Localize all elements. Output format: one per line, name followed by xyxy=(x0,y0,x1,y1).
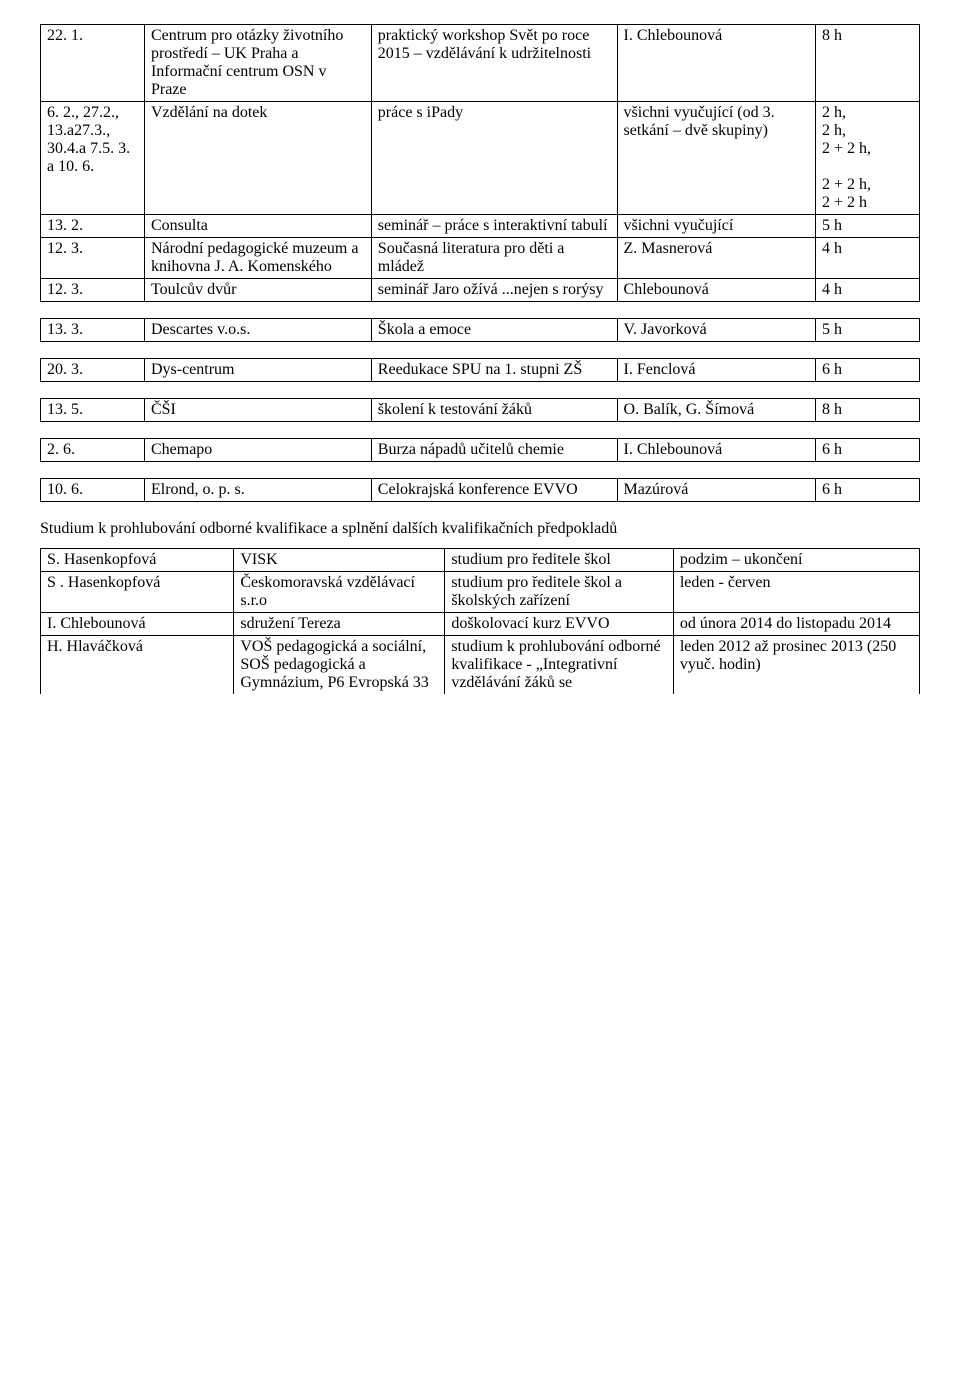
table-cell: Národní pedagogické muzeum a knihovna J.… xyxy=(144,238,371,279)
table-cell: V. Javorková xyxy=(617,319,815,342)
table-cell: podzim – ukončení xyxy=(673,549,919,572)
table-cell: I. Chlebounová xyxy=(617,439,815,462)
data-table: 13. 3.Descartes v.o.s.Škola a emoceV. Ja… xyxy=(40,318,920,342)
table-row: 13. 2.Consultaseminář – práce s interakt… xyxy=(41,215,920,238)
table-cell: Vzdělání na dotek xyxy=(144,102,371,215)
table-cell: I. Chlebounová xyxy=(41,613,234,636)
table-cell: H. Hlaváčková xyxy=(41,636,234,695)
table-cell: 13. 5. xyxy=(41,399,145,422)
data-table: 10. 6.Elrond, o. p. s.Celokrajská konfer… xyxy=(40,478,920,502)
table-cell: 13. 3. xyxy=(41,319,145,342)
table-cell: 8 h xyxy=(816,399,920,422)
table-cell: 10. 6. xyxy=(41,479,145,502)
table-row: I. Chlebounovásdružení Terezadoškolovací… xyxy=(41,613,920,636)
table-cell: 6. 2., 27.2., 13.a27.3., 30.4.a 7.5. 3. … xyxy=(41,102,145,215)
table-cell: Škola a emoce xyxy=(371,319,617,342)
table-cell: sdružení Tereza xyxy=(234,613,445,636)
data-table: 22. 1.Centrum pro otázky životního prost… xyxy=(40,24,920,302)
table-cell: Chemapo xyxy=(144,439,371,462)
table-cell: studium pro ředitele škol xyxy=(445,549,674,572)
table-cell: studium k prohlubování odborné kvalifika… xyxy=(445,636,674,695)
table-cell: Chlebounová xyxy=(617,279,815,302)
table-row: S. HasenkopfováVISKstudium pro ředitele … xyxy=(41,549,920,572)
table-cell: 6 h xyxy=(816,359,920,382)
table-cell: Celokrajská konference EVVO xyxy=(371,479,617,502)
table-cell: Burza nápadů učitelů chemie xyxy=(371,439,617,462)
table-cell: Současná literatura pro děti a mládež xyxy=(371,238,617,279)
table-cell: Reedukace SPU na 1. stupni ZŠ xyxy=(371,359,617,382)
table-cell: leden 2012 až prosinec 2013 (250 vyuč. h… xyxy=(673,636,919,695)
table-cell: všichni vyučující xyxy=(617,215,815,238)
table-cell: Elrond, o. p. s. xyxy=(144,479,371,502)
table-cell: všichni vyučující (od 3. setkání – dvě s… xyxy=(617,102,815,215)
table-cell: Z. Masnerová xyxy=(617,238,815,279)
table-cell: Consulta xyxy=(144,215,371,238)
data-table: 13. 5.ČŠIškolení k testování žákůO. Balí… xyxy=(40,398,920,422)
table-cell: Centrum pro otázky životního prostředí –… xyxy=(144,25,371,102)
table-cell: doškolovací kurz EVVO xyxy=(445,613,674,636)
table-cell: Toulcův dvůr xyxy=(144,279,371,302)
table-cell: Descartes v.o.s. xyxy=(144,319,371,342)
table-cell: školení k testování žáků xyxy=(371,399,617,422)
table-cell: 13. 2. xyxy=(41,215,145,238)
data-table: 2. 6.ChemapoBurza nápadů učitelů chemieI… xyxy=(40,438,920,462)
table-cell: Českomoravská vzdělávací s.r.o xyxy=(234,572,445,613)
table-cell: S. Hasenkopfová xyxy=(41,549,234,572)
table-cell: I. Chlebounová xyxy=(617,25,815,102)
table-cell: I. Fenclová xyxy=(617,359,815,382)
table-cell: VISK xyxy=(234,549,445,572)
table-cell: 5 h xyxy=(816,215,920,238)
table-row: 12. 3.Toulcův dvůrseminář Jaro ožívá ...… xyxy=(41,279,920,302)
table-row: 20. 3.Dys-centrumReedukace SPU na 1. stu… xyxy=(41,359,920,382)
table-row: 13. 3.Descartes v.o.s.Škola a emoceV. Ja… xyxy=(41,319,920,342)
table-cell: 4 h xyxy=(816,238,920,279)
table-cell: S . Hasenkopfová xyxy=(41,572,234,613)
table-cell: 4 h xyxy=(816,279,920,302)
table-cell: práce s iPady xyxy=(371,102,617,215)
table-cell: od února 2014 do listopadu 2014 xyxy=(673,613,919,636)
table-cell: 22. 1. xyxy=(41,25,145,102)
table-cell: seminář Jaro ožívá ...nejen s rorýsy xyxy=(371,279,617,302)
table-row: S . HasenkopfováČeskomoravská vzdělávací… xyxy=(41,572,920,613)
table-row: 12. 3.Národní pedagogické muzeum a kniho… xyxy=(41,238,920,279)
table-row: 22. 1.Centrum pro otázky životního prost… xyxy=(41,25,920,102)
table-cell: leden - červen xyxy=(673,572,919,613)
table-row: H. HlaváčkováVOŠ pedagogická a sociální,… xyxy=(41,636,920,695)
table-cell: studium pro ředitele škol a školských za… xyxy=(445,572,674,613)
table-cell: Mazúrová xyxy=(617,479,815,502)
table-cell: O. Balík, G. Šímová xyxy=(617,399,815,422)
table-cell: 12. 3. xyxy=(41,279,145,302)
table-cell: 12. 3. xyxy=(41,238,145,279)
table-cell: 5 h xyxy=(816,319,920,342)
table-row: 13. 5.ČŠIškolení k testování žákůO. Balí… xyxy=(41,399,920,422)
data-table: S. HasenkopfováVISKstudium pro ředitele … xyxy=(40,548,920,694)
table-cell: 6 h xyxy=(816,479,920,502)
table-cell: 2 h,2 h,2 + 2 h,2 + 2 h,2 + 2 h xyxy=(816,102,920,215)
data-table: 20. 3.Dys-centrumReedukace SPU na 1. stu… xyxy=(40,358,920,382)
table-cell: praktický workshop Svět po roce 2015 – v… xyxy=(371,25,617,102)
table-row: 10. 6.Elrond, o. p. s.Celokrajská konfer… xyxy=(41,479,920,502)
table-cell: 8 h xyxy=(816,25,920,102)
table-cell: 6 h xyxy=(816,439,920,462)
section-heading: Studium k prohlubování odborné kvalifika… xyxy=(40,520,920,538)
table-row: 6. 2., 27.2., 13.a27.3., 30.4.a 7.5. 3. … xyxy=(41,102,920,215)
table-cell: Dys-centrum xyxy=(144,359,371,382)
table-cell: VOŠ pedagogická a sociální, SOŠ pedagogi… xyxy=(234,636,445,695)
table-cell: 20. 3. xyxy=(41,359,145,382)
table-cell: ČŠI xyxy=(144,399,371,422)
table-cell: 2. 6. xyxy=(41,439,145,462)
table-cell: seminář – práce s interaktivní tabulí xyxy=(371,215,617,238)
table-row: 2. 6.ChemapoBurza nápadů učitelů chemieI… xyxy=(41,439,920,462)
